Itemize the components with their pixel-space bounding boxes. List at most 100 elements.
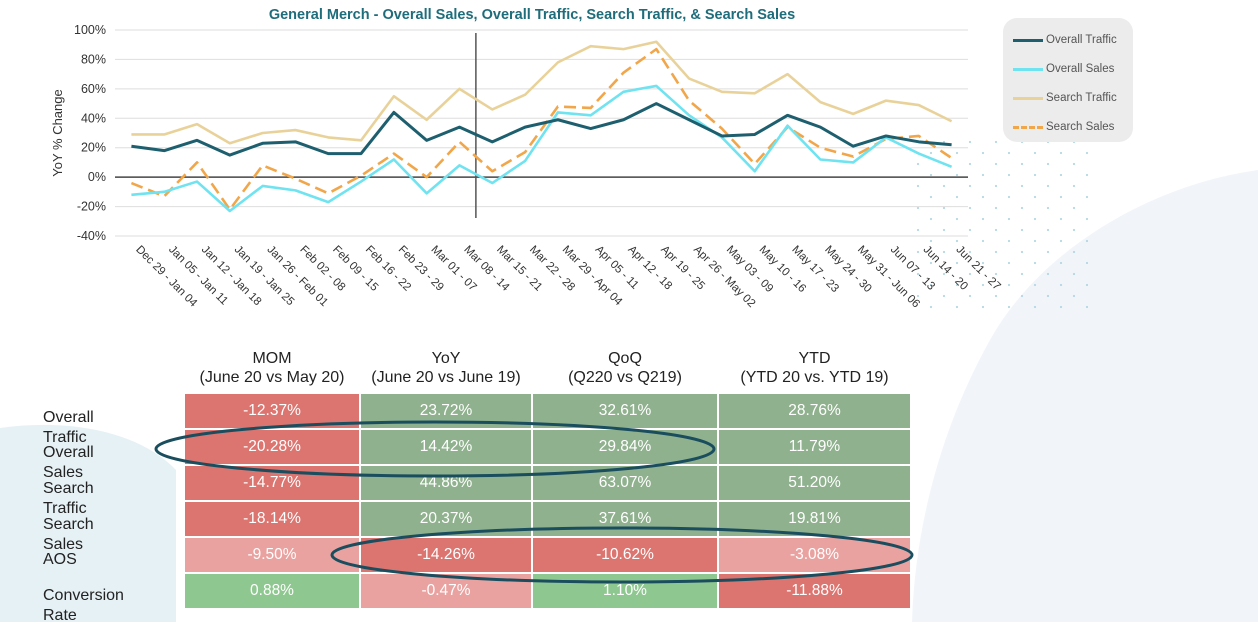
row-label-search-traffic: Search Traffic bbox=[43, 480, 94, 517]
table-cell-conversion-rate-yoy: -0.47% bbox=[361, 574, 531, 608]
dot bbox=[1033, 261, 1037, 265]
dot bbox=[1072, 162, 1076, 166]
dot bbox=[1020, 294, 1024, 298]
dot bbox=[994, 162, 998, 166]
column-header-ytd: YTD (YTD 20 vs. YTD 19) bbox=[719, 349, 910, 387]
dot bbox=[1085, 239, 1089, 243]
y-tick-label: 20% bbox=[81, 141, 106, 155]
dot bbox=[1059, 239, 1063, 243]
legend-label-search-traffic: Search Traffic bbox=[1046, 92, 1117, 104]
dot bbox=[1033, 195, 1037, 199]
dot bbox=[994, 250, 998, 254]
dot bbox=[1020, 272, 1024, 276]
dot bbox=[942, 184, 946, 188]
dot bbox=[1085, 151, 1089, 155]
dot bbox=[1020, 162, 1024, 166]
dot bbox=[968, 184, 972, 188]
table-cell-conversion-rate-qoq: 1.10% bbox=[533, 574, 717, 608]
table-cell-search-traffic-ytd: 51.20% bbox=[719, 466, 910, 500]
dot bbox=[1059, 151, 1063, 155]
dot bbox=[916, 272, 920, 276]
dot bbox=[1007, 283, 1011, 287]
dot bbox=[1046, 228, 1050, 232]
series-line-search-traffic bbox=[131, 40, 953, 145]
column-title: MOM bbox=[252, 350, 292, 367]
dot bbox=[1059, 195, 1063, 199]
dot bbox=[1059, 261, 1063, 265]
y-tick-label: -40% bbox=[77, 229, 106, 243]
dot bbox=[981, 283, 985, 287]
dot bbox=[981, 195, 985, 199]
chart-title: General Merch - Overall Sales, Overall T… bbox=[269, 7, 795, 23]
dot bbox=[942, 250, 946, 254]
series-line-overall-sales bbox=[131, 84, 953, 213]
y-axis-label: YoY % Change bbox=[50, 89, 65, 176]
dot bbox=[1033, 239, 1037, 243]
dot bbox=[955, 305, 959, 309]
dot bbox=[1059, 173, 1063, 177]
dot bbox=[1085, 173, 1089, 177]
column-title: QoQ bbox=[608, 350, 642, 367]
dot bbox=[955, 283, 959, 287]
dot bbox=[968, 206, 972, 210]
dot bbox=[994, 272, 998, 276]
dot bbox=[1033, 217, 1037, 221]
dot bbox=[1033, 173, 1037, 177]
legend-item-search-traffic: Search Traffic bbox=[1013, 88, 1117, 108]
x-tick-label: Mar 29 - Apr 04 bbox=[560, 244, 625, 309]
line-chart: General Merch - Overall Sales, Overall T… bbox=[50, 7, 1003, 310]
dot bbox=[1007, 239, 1011, 243]
table-cell-overall-traffic-qoq: 32.61% bbox=[533, 394, 717, 428]
row-label-overall-traffic: Overall Traffic bbox=[43, 409, 94, 446]
dot bbox=[929, 283, 933, 287]
dot bbox=[981, 151, 985, 155]
x-tick-label: Jan 12 - Jan 18 bbox=[199, 244, 264, 309]
dot bbox=[955, 151, 959, 155]
dot bbox=[968, 294, 972, 298]
dot bbox=[916, 184, 920, 188]
dot-pattern bbox=[916, 140, 1089, 309]
dot bbox=[929, 173, 933, 177]
y-tick-label: 100% bbox=[74, 23, 106, 37]
dot bbox=[1007, 151, 1011, 155]
dot bbox=[1085, 195, 1089, 199]
dot bbox=[942, 294, 946, 298]
table-cell-overall-traffic-ytd: 28.76% bbox=[719, 394, 910, 428]
row-label-conversion-rate: Conversion Rate bbox=[43, 587, 124, 624]
dot bbox=[981, 305, 985, 309]
dot bbox=[1020, 228, 1024, 232]
dot bbox=[929, 195, 933, 199]
table-cell-aos-qoq: -10.62% bbox=[533, 538, 717, 572]
dot bbox=[955, 195, 959, 199]
dot bbox=[1046, 206, 1050, 210]
table-cell-search-sales-mom: -18.14% bbox=[185, 502, 359, 536]
table-cell-search-traffic-mom: -14.77% bbox=[185, 466, 359, 500]
legend-swatch-overall-traffic bbox=[1013, 38, 1043, 42]
table-cell-overall-traffic-mom: -12.37% bbox=[185, 394, 359, 428]
background-wave-right bbox=[912, 170, 1258, 622]
dot bbox=[942, 272, 946, 276]
row-label-aos: AOS bbox=[43, 551, 77, 568]
dot bbox=[968, 228, 972, 232]
column-title: YTD bbox=[798, 350, 831, 367]
table-cell-conversion-rate-mom: 0.88% bbox=[185, 574, 359, 608]
table-cell-overall-sales-qoq: 29.84% bbox=[533, 430, 717, 464]
legend-item-overall-traffic: Overall Traffic bbox=[1013, 30, 1117, 50]
series-line-overall-traffic bbox=[131, 102, 952, 157]
x-tick-label: Dec 29 - Jan 04 bbox=[133, 244, 199, 310]
dot bbox=[1033, 283, 1037, 287]
row-label-overall-sales: Overall Sales bbox=[43, 444, 94, 481]
column-subtitle: (Q220 vs Q219) bbox=[568, 369, 682, 386]
x-tick-label: Jan 19 - Jan 25 bbox=[232, 244, 297, 309]
dot bbox=[1046, 184, 1050, 188]
table-cell-aos-yoy: -14.26% bbox=[361, 538, 531, 572]
dot bbox=[994, 206, 998, 210]
dot bbox=[1007, 195, 1011, 199]
dot bbox=[1085, 261, 1089, 265]
legend-label-overall-traffic: Overall Traffic bbox=[1046, 34, 1117, 46]
dot bbox=[916, 206, 920, 210]
dot bbox=[929, 217, 933, 221]
legend-label-overall-sales: Overall Sales bbox=[1046, 63, 1115, 75]
dot bbox=[1059, 283, 1063, 287]
column-header-mom: MOM (June 20 vs May 20) bbox=[185, 349, 359, 387]
